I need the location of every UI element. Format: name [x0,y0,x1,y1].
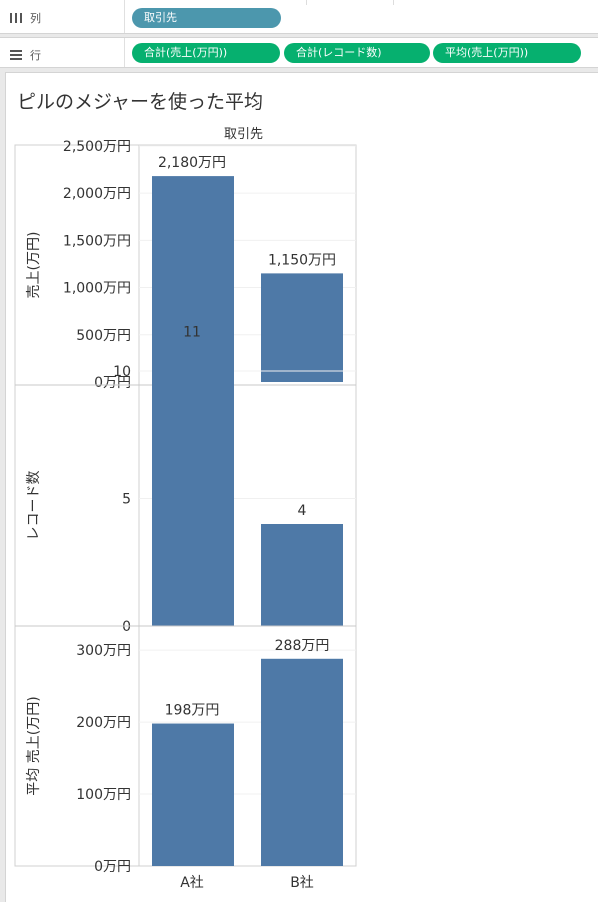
shelf-tick [306,0,307,5]
y-tick-label: 5 [122,492,131,508]
rows-label-text: 行 [30,49,41,62]
bar-value-label: 198万円 [165,703,220,719]
rows-shelf-label: 行 [10,47,41,63]
y-tick-label: 200万円 [76,715,131,731]
bar-value-label: 4 [298,503,307,519]
columns-icon [10,13,22,23]
y-tick-label: 2,500万円 [63,139,131,155]
y-axis-title: レコード数 [26,471,42,541]
y-tick-label: 500万円 [76,328,131,344]
pill-sum-records[interactable]: 合計(レコード数) [284,43,430,63]
y-tick-label: 300万円 [76,643,131,659]
x-category-label[interactable]: B社 [290,875,314,891]
bar-value-label: 288万円 [275,638,330,654]
worksheet: ピルのメジャーを使った平均 取引先 0万円 500万円 1,000万円 1,500万円… [5,72,598,902]
shelf-divider [124,38,125,67]
y-tick-label: 1,500万円 [63,233,131,249]
bar[interactable] [261,658,343,866]
bar-value-label: 2,180万円 [158,155,226,171]
bar[interactable] [261,273,343,382]
y-tick-label: 0 [122,619,131,635]
y-tick-label: 0万円 [94,375,131,391]
columns-shelf[interactable]: 列 取引先 [0,0,598,34]
shelf-divider [124,0,125,33]
bar[interactable] [261,524,343,626]
bar-value-label: 1,150万円 [268,252,336,268]
columns-label-text: 列 [30,12,41,25]
bar[interactable] [152,723,234,866]
rows-shelf[interactable]: 行 合計(売上(万円)) 合計(レコード数) 平均(売上(万円)) [0,37,598,68]
y-tick-label: 0万円 [94,859,131,875]
x-category-label[interactable]: A社 [180,875,204,891]
pill-dimension-customer[interactable]: 取引先 [132,8,281,28]
bar-chart[interactable]: 0万円500万円1,000万円1,500万円2,000万円2,500万円売上(万… [6,73,598,902]
rows-icon [10,50,22,60]
y-tick-label: 1,000万円 [63,281,131,297]
bar-value-label: 11 [183,325,201,341]
y-axis-title: 売上(万円) [26,232,42,299]
y-tick-label: 10 [113,364,131,380]
shelf-tick [393,0,394,5]
bar[interactable] [152,345,234,627]
pill-avg-sales[interactable]: 平均(売上(万円)) [433,43,581,63]
y-tick-label: 2,000万円 [63,186,131,202]
y-tick-label: 100万円 [76,787,131,803]
columns-shelf-label: 列 [10,10,41,26]
pill-sum-sales[interactable]: 合計(売上(万円)) [132,43,280,63]
sheet-title: ピルのメジャーを使った平均 [17,91,264,113]
y-axis-title: 平均 売上(万円) [26,696,42,795]
column-header-label: 取引先 [224,127,264,142]
